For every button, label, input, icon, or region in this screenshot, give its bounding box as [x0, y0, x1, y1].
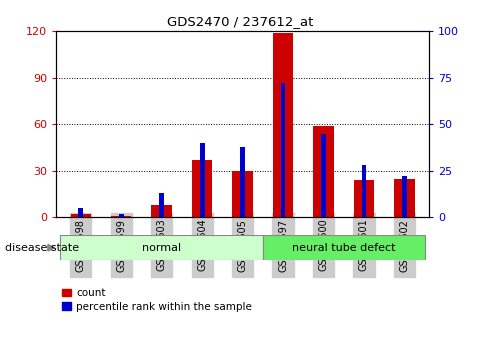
Text: normal: normal — [142, 243, 181, 253]
Bar — [192, 160, 212, 217]
Bar — [402, 176, 407, 217]
Bar — [78, 208, 83, 217]
Text: neural tube defect: neural tube defect — [292, 243, 395, 253]
Bar — [232, 171, 253, 217]
Bar — [273, 33, 293, 217]
Bar — [394, 179, 415, 217]
Bar — [199, 143, 204, 217]
Bar — [119, 214, 123, 217]
Bar — [362, 165, 367, 217]
FancyBboxPatch shape — [60, 235, 263, 260]
Bar — [281, 83, 286, 217]
Text: GDS2470 / 237612_at: GDS2470 / 237612_at — [167, 16, 313, 29]
Bar — [151, 205, 172, 217]
Legend: count, percentile rank within the sample: count, percentile rank within the sample — [62, 288, 252, 312]
Bar — [354, 180, 374, 217]
Bar — [71, 214, 91, 217]
Bar — [321, 134, 326, 217]
Bar — [111, 216, 131, 217]
Bar — [159, 193, 164, 217]
Text: disease state: disease state — [5, 243, 79, 253]
Bar — [240, 147, 245, 217]
FancyBboxPatch shape — [263, 235, 425, 260]
Bar — [314, 126, 334, 217]
